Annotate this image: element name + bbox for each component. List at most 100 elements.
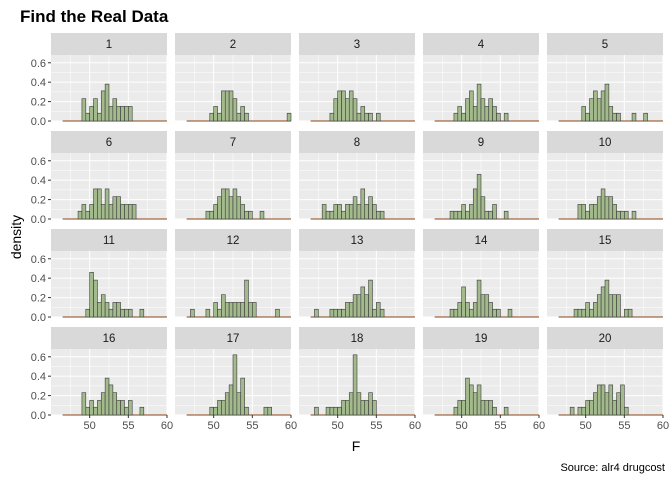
histogram-bar (356, 204, 362, 220)
histogram-bar (240, 377, 245, 416)
histogram-bar (465, 210, 470, 220)
histogram-bar (240, 302, 245, 318)
histogram-bar (577, 308, 583, 318)
histogram-bar (600, 384, 606, 416)
facet-panel-9: 9 (423, 131, 540, 220)
histogram-bar (325, 210, 331, 220)
histogram-bar (120, 400, 125, 416)
facet-panel-8: 8 (299, 131, 416, 220)
histogram-bar (139, 308, 145, 318)
histogram-bar (81, 392, 87, 416)
histogram-bar (120, 204, 125, 220)
facet-panel-6: 6 (51, 131, 168, 220)
strip-label: 2 (230, 39, 236, 51)
histogram-bar (108, 308, 114, 318)
histogram-bar (503, 210, 509, 220)
histogram-bar (364, 400, 369, 416)
histogram-bar (116, 302, 121, 318)
histogram-bar (314, 406, 319, 416)
chart-title: Find the Real Data (20, 7, 169, 26)
facet-panel-15: 15 (547, 229, 664, 318)
histogram-bar (453, 406, 459, 416)
histogram-bar (329, 112, 335, 122)
strip-label: 17 (227, 333, 240, 345)
histogram-bar (244, 406, 249, 416)
histogram-bar (244, 279, 249, 318)
histogram-bar (457, 302, 462, 318)
histogram-bar (124, 204, 129, 220)
histogram-bar (612, 294, 617, 318)
strip-background (175, 33, 291, 55)
histogram-bar (221, 90, 226, 122)
histogram-bar (97, 112, 102, 122)
histogram-bar (472, 106, 478, 122)
histogram-bar (77, 210, 83, 220)
histogram-bar (314, 308, 319, 318)
histogram-bar (461, 112, 466, 122)
histogram-bar (267, 406, 272, 416)
histogram-bar (585, 400, 590, 416)
histogram-bar (124, 106, 129, 122)
histogram-bar (209, 406, 214, 416)
histogram-bar (465, 302, 470, 318)
histogram-bar (492, 308, 497, 318)
histogram-bar (612, 112, 617, 122)
histogram-bar (577, 204, 583, 220)
histogram-bar (457, 210, 462, 220)
histogram-bar (345, 204, 350, 220)
histogram-bar (104, 188, 110, 220)
strip-label: 1 (106, 39, 112, 51)
histogram-bar (205, 210, 211, 220)
histogram-bar (325, 406, 331, 416)
strip-label: 16 (103, 333, 116, 345)
facet-panel-16: 16 (51, 327, 168, 416)
histogram-bar (232, 354, 238, 416)
histogram-bar (472, 302, 478, 318)
histogram-bar (217, 196, 222, 220)
histogram-bar (484, 400, 490, 416)
histogram-bar (221, 294, 226, 318)
histogram-bar (608, 196, 614, 220)
chart-caption: Source: alr4 drugcost (560, 462, 665, 474)
strip-label: 11 (103, 235, 115, 247)
histogram-bar (596, 196, 602, 220)
strip-background (423, 229, 539, 251)
histogram-bar (190, 308, 195, 318)
histogram-bar (213, 106, 218, 122)
facet-panel-14: 14 (423, 229, 540, 318)
y-tick-label: 0.4 (31, 77, 46, 89)
histogram-bar (356, 294, 362, 318)
y-tick-label: 0.0 (31, 214, 46, 226)
strip-background (547, 131, 663, 153)
histogram-bar (627, 308, 633, 318)
x-tick-label: 60 (533, 420, 545, 432)
histogram-bar (100, 90, 106, 122)
x-tick-label: 50 (456, 420, 468, 432)
histogram-bar (240, 106, 245, 122)
y-tick-label: 0.6 (31, 156, 46, 168)
strip-label: 15 (599, 235, 612, 247)
histogram-bar (120, 308, 125, 318)
strip-label: 7 (230, 137, 236, 149)
strip-label: 18 (351, 333, 364, 345)
histogram-bar (244, 112, 249, 122)
y-axis: 0.0 0.2 0.4 0.6 0.0 0.2 0.4 0.6 0.0 0.2 0.4 0.6 0.0 0… (31, 58, 51, 422)
y-tick-label: 0.4 (31, 371, 46, 383)
histogram-bar (333, 98, 338, 122)
histogram-bar (329, 406, 335, 416)
histogram-bar (329, 210, 335, 220)
histogram-bar (503, 406, 509, 416)
histogram-bar (341, 308, 346, 318)
histogram-bar (488, 210, 493, 220)
histogram-bar (596, 294, 602, 318)
histogram-bar (608, 294, 614, 318)
histogram-bar (573, 308, 579, 318)
histogram-bar (593, 90, 598, 122)
histogram-bar (209, 112, 214, 122)
histogram-bar (457, 106, 462, 122)
histogram-bar (372, 204, 377, 220)
histogram-bar (492, 204, 497, 220)
histogram-bar (97, 400, 102, 416)
histogram-bar (476, 174, 482, 220)
